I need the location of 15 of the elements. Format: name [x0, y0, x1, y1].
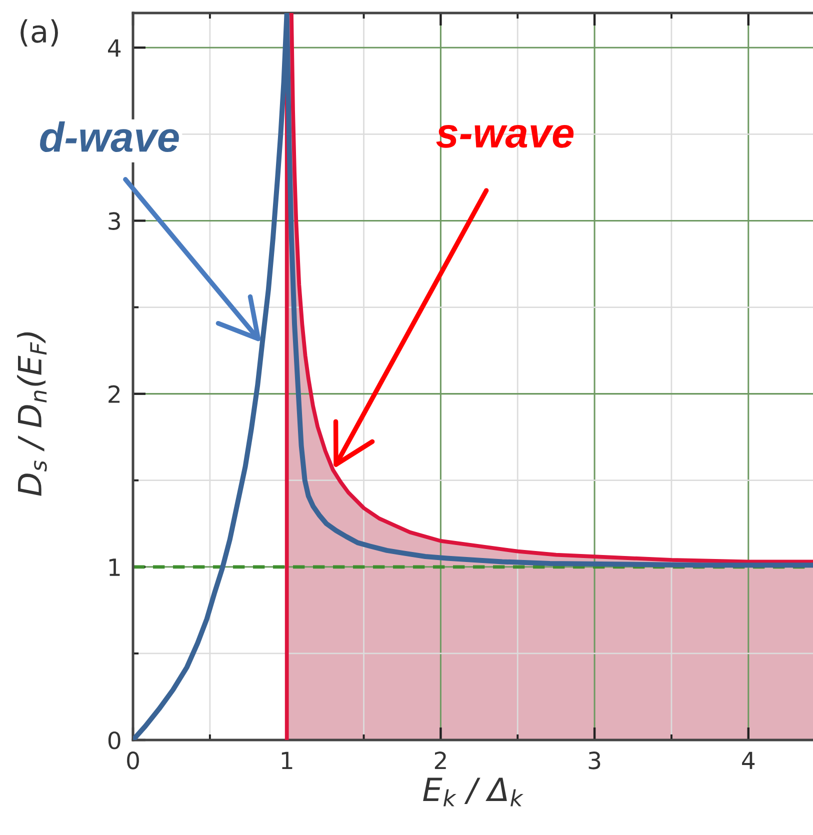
y-tick-label: 1 [109, 558, 120, 576]
x-tick-label: 4 [742, 752, 755, 770]
y-tick-label: 4 [108, 39, 121, 57]
y-tick-label: 2 [108, 385, 120, 403]
x-tick-label: 0 [127, 752, 139, 770]
y-axis-title: D$_{s}$ / D$_{n}$(E$_{F}$) [17, 332, 47, 496]
annotation: s-wave [436, 124, 574, 148]
text: (a) [20, 19, 58, 46]
x-axis-title: E$_{k}$ / Δ$_{k}$ [423, 778, 524, 806]
x-tick-label: 2 [434, 752, 446, 770]
annotation: d-wave [40, 121, 179, 152]
x-tick-label: 1 [282, 752, 292, 770]
y-tick-label: 0 [108, 731, 120, 750]
y-tick-label: 3 [108, 212, 120, 230]
x-tick-label: 3 [588, 752, 600, 770]
